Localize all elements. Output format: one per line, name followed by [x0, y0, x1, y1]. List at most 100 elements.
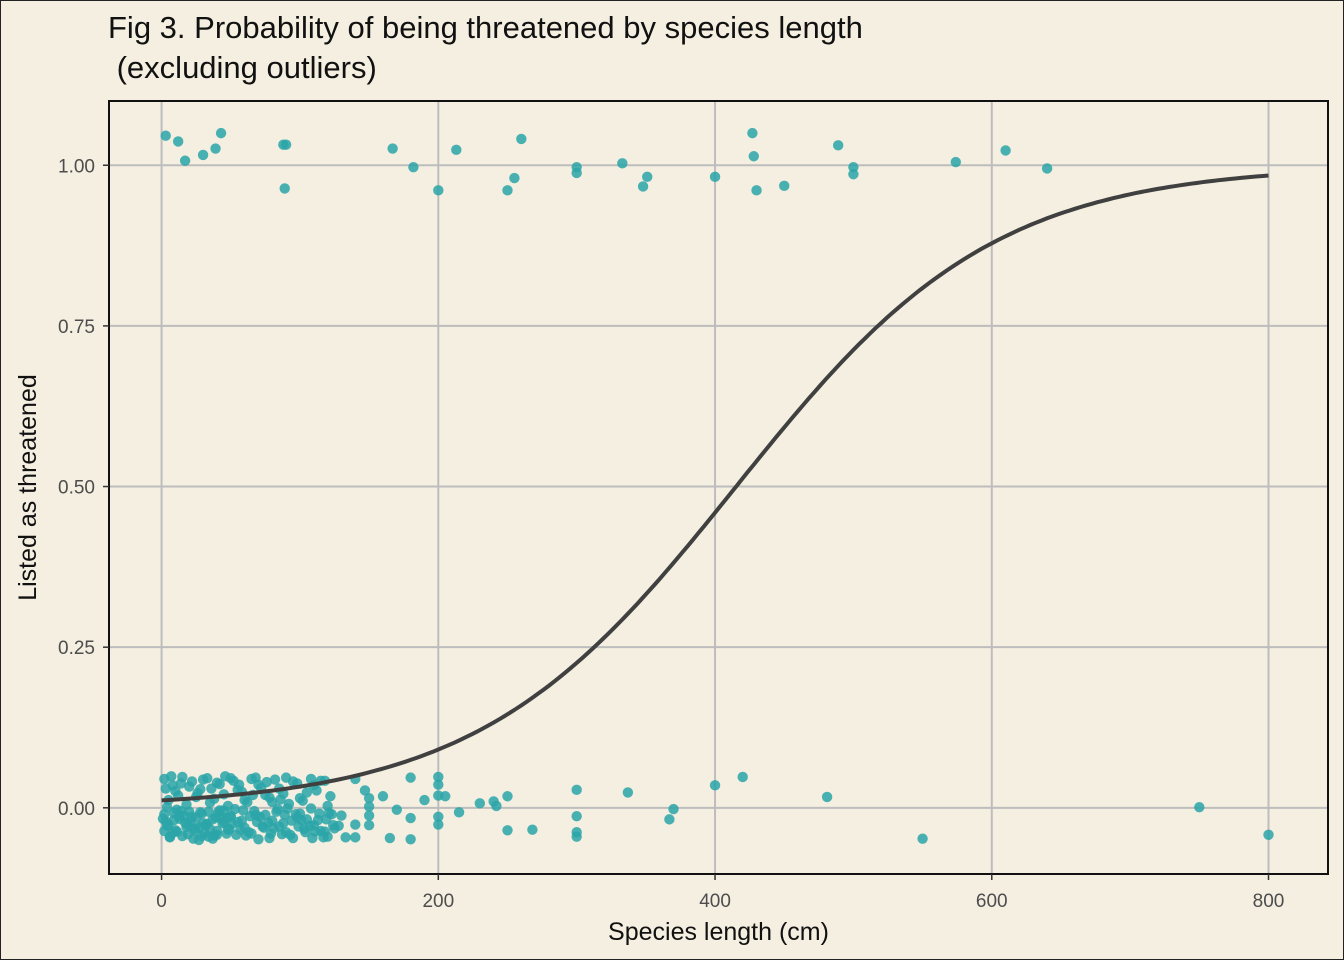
data-point	[164, 832, 176, 843]
data-point	[200, 819, 212, 831]
logistic-fit-curve	[161, 173, 1269, 803]
data-point	[264, 832, 275, 844]
x-tick-label: 400	[699, 891, 731, 912]
data-point	[325, 791, 336, 802]
data-point	[433, 185, 444, 196]
data-point	[668, 803, 679, 815]
data-point	[175, 805, 187, 817]
data-point	[193, 834, 205, 846]
data-point	[737, 771, 748, 783]
data-point	[275, 794, 286, 805]
data-point	[161, 820, 173, 832]
data-point	[192, 787, 203, 799]
data-point	[502, 791, 513, 802]
data-point	[267, 815, 278, 826]
data-point	[285, 829, 296, 841]
data-point	[305, 773, 317, 785]
data-point	[433, 771, 444, 783]
data-point	[291, 812, 303, 823]
data-point	[751, 185, 762, 196]
y-tick-label: 0.25	[58, 638, 95, 659]
data-point	[502, 185, 513, 196]
data-point	[175, 778, 187, 789]
y-tick-label: 0.50	[58, 478, 95, 499]
data-point	[491, 800, 502, 812]
data-point	[211, 825, 223, 837]
data-point	[637, 181, 649, 192]
data-point	[186, 811, 198, 823]
data-point	[172, 136, 184, 147]
data-point	[305, 803, 317, 814]
data-point	[301, 814, 313, 825]
y-axis-ticks: 0.00 0.25 0.50 0.75 1.00	[58, 156, 109, 820]
data-point	[571, 784, 582, 796]
data-point	[206, 783, 217, 794]
data-point	[419, 794, 430, 806]
data-point	[1263, 829, 1274, 841]
data-point	[214, 805, 225, 816]
data-point	[260, 809, 271, 821]
data-point	[474, 798, 486, 809]
data-point	[363, 792, 375, 804]
data-point	[340, 832, 351, 843]
data-point	[203, 831, 214, 842]
data-point	[207, 814, 218, 825]
data-point	[160, 783, 171, 794]
data-point	[250, 809, 261, 821]
data-point	[243, 827, 254, 838]
data-points	[157, 127, 1274, 846]
chart-title-line-2: (excluding outliers)	[108, 50, 377, 85]
data-point	[182, 828, 194, 840]
data-point	[333, 820, 344, 832]
data-point	[384, 832, 396, 844]
data-point	[408, 161, 419, 173]
data-point	[271, 806, 282, 817]
data-point	[218, 816, 230, 828]
data-point	[509, 172, 520, 184]
data-point	[319, 826, 331, 837]
data-point	[405, 812, 416, 824]
data-point	[166, 771, 177, 782]
data-point	[168, 814, 180, 826]
data-point	[159, 809, 170, 820]
data-point	[622, 787, 634, 798]
data-point	[301, 787, 313, 798]
data-point	[747, 127, 758, 139]
data-point	[363, 801, 375, 812]
data-point	[848, 169, 859, 180]
data-point	[391, 804, 403, 815]
data-point	[709, 780, 721, 791]
data-point	[312, 814, 324, 826]
data-point	[1194, 801, 1205, 813]
data-point	[1041, 163, 1053, 174]
data-point	[571, 810, 582, 822]
data-point	[233, 779, 245, 790]
y-axis-title: Listed as threatened	[14, 374, 42, 601]
data-point	[202, 773, 213, 784]
data-point	[527, 824, 538, 835]
data-point	[642, 171, 653, 183]
panel-border	[108, 100, 1329, 875]
data-point	[278, 818, 289, 829]
data-point	[350, 819, 361, 830]
data-point	[242, 796, 253, 808]
data-point	[221, 828, 232, 839]
data-point	[171, 826, 182, 837]
data-point	[279, 183, 290, 194]
x-tick-label: 800	[1253, 891, 1285, 912]
data-point	[571, 831, 582, 842]
data-point	[502, 825, 513, 836]
data-point	[197, 149, 209, 161]
data-point	[189, 823, 200, 834]
data-point	[950, 156, 961, 168]
data-point	[336, 810, 347, 821]
data-point	[214, 778, 225, 790]
data-point	[433, 811, 444, 823]
chart-title-line-1: Fig 3. Probability of being threatened b…	[108, 10, 863, 45]
data-point	[220, 771, 231, 782]
data-point	[405, 834, 416, 845]
data-point	[1000, 145, 1011, 156]
data-point	[160, 130, 171, 141]
data-point	[210, 143, 221, 154]
data-point	[363, 810, 375, 821]
